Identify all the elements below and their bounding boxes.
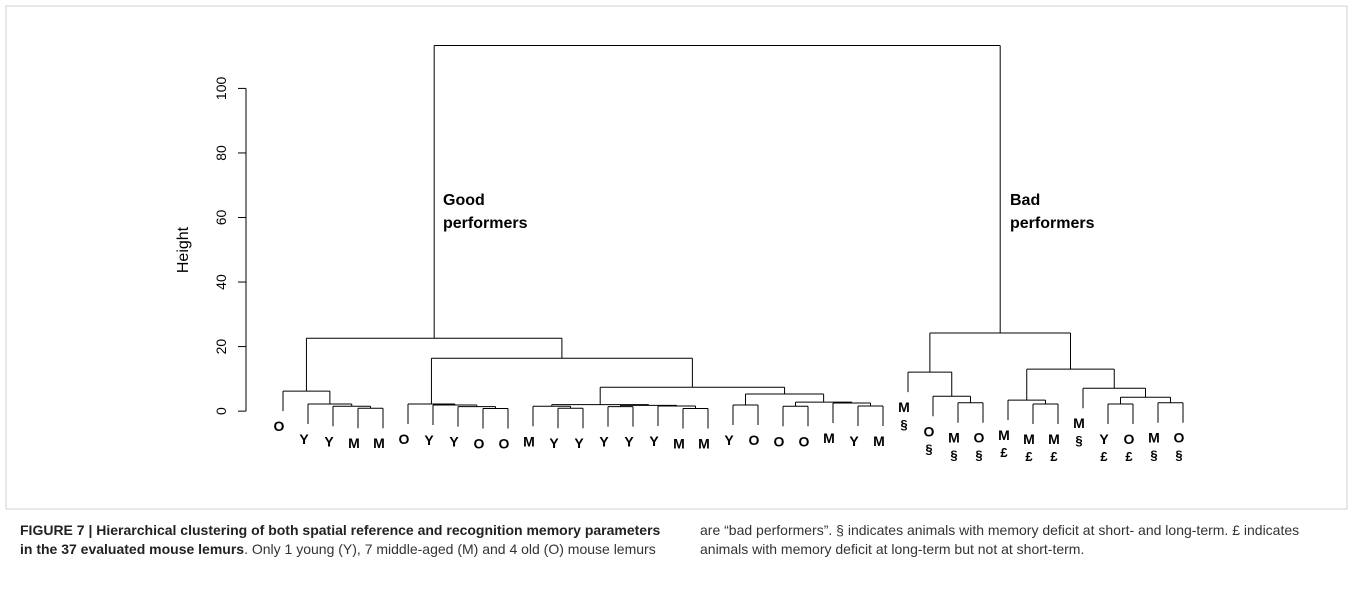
leaf-label: O — [799, 433, 810, 449]
caption-text: . Only 1 young (Y), 7 middle-aged (M) an… — [244, 522, 1300, 557]
annotation: Bad — [1010, 192, 1040, 209]
leaf-label: Y — [1099, 431, 1109, 447]
y-tick-label: 20 — [213, 339, 229, 355]
leaf-label: Y — [324, 433, 334, 449]
y-tick-label: 40 — [213, 274, 229, 290]
leaf-label: M — [1073, 415, 1085, 431]
leaf-note: £ — [1000, 445, 1008, 460]
leaf-note: § — [950, 448, 957, 463]
leaf-label: Y — [424, 432, 434, 448]
leaf-label: O — [499, 436, 510, 452]
annotation: performers — [1010, 215, 1095, 232]
leaf-label: Y — [299, 431, 309, 447]
leaf-note: £ — [1100, 449, 1108, 464]
y-axis-title: Height — [175, 226, 192, 273]
leaf-label: O — [1124, 431, 1135, 447]
leaf-label: Y — [449, 434, 459, 450]
leaf-label: M — [673, 436, 685, 452]
leaf-note: § — [975, 448, 982, 463]
leaf-label: O — [274, 418, 285, 434]
leaf-label: M — [373, 435, 385, 451]
y-tick-label: 60 — [213, 209, 229, 225]
y-tick-label: 80 — [213, 145, 229, 161]
leaf-note: £ — [1050, 449, 1058, 464]
leaf-label: Y — [649, 433, 659, 449]
leaf-label: M — [698, 436, 710, 452]
caption: FIGURE 7 | Hierarchical clustering of bo… — [20, 521, 1345, 559]
leaf-note: £ — [1025, 449, 1033, 464]
frame — [5, 5, 1348, 510]
annotation: Good — [443, 192, 485, 209]
leaf-label: M — [998, 427, 1010, 443]
leaf-note: § — [1175, 448, 1182, 463]
leaf-label: M — [823, 430, 835, 446]
leaf-label: M — [523, 433, 535, 449]
leaf-label: Y — [599, 434, 609, 450]
leaf-note: £ — [1125, 449, 1133, 464]
leaf-label: Y — [724, 432, 734, 448]
leaf-label: Y — [624, 434, 634, 450]
leaf-label: M — [873, 433, 885, 449]
leaf-label: O — [1174, 430, 1185, 446]
caption-title: FIGURE 7 | Hierarchical clustering of bo… — [20, 522, 661, 557]
leaf-label: M — [898, 399, 910, 415]
leaf-label: M — [1148, 430, 1160, 446]
leaf-note: § — [1075, 433, 1082, 448]
leaf-label: O — [399, 431, 410, 447]
y-tick-label: 100 — [213, 77, 229, 101]
leaf-label: M — [1023, 431, 1035, 447]
leaf-label: O — [924, 423, 935, 439]
leaf-label: O — [474, 436, 485, 452]
leaf-note: § — [900, 417, 907, 432]
leaf-label: Y — [549, 435, 559, 451]
leaf-label: M — [1048, 431, 1060, 447]
leaf-label: O — [749, 432, 760, 448]
leaf-label: O — [974, 430, 985, 446]
leaf-label: Y — [574, 435, 584, 451]
leaf-label: M — [948, 430, 960, 446]
leaf-note: § — [925, 441, 932, 456]
leaf-label: Y — [849, 433, 859, 449]
y-tick-label: 0 — [213, 407, 229, 415]
leaf-label: M — [348, 435, 360, 451]
leaf-note: § — [1150, 448, 1157, 463]
annotation: performers — [443, 215, 528, 232]
leaf-label: O — [774, 433, 785, 449]
